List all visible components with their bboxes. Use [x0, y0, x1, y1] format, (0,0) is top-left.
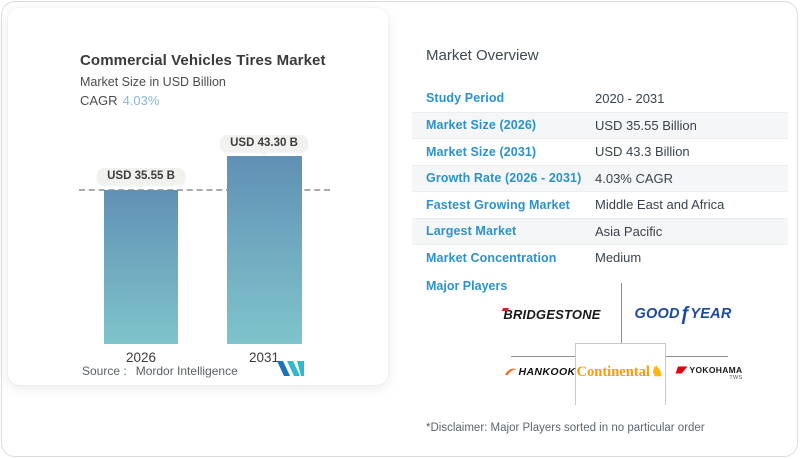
yokohama-logo: YOKOHAMA TWS: [675, 365, 743, 381]
bar-label-2026: USD 35.55 B: [97, 168, 185, 189]
goodyear-wingfoot-icon: ƒ: [679, 304, 691, 325]
row-label: Market Size (2031): [426, 144, 537, 159]
source-attribution: Source : Mordor Intelligence: [82, 364, 238, 378]
cagr-value: 4.03%: [122, 93, 160, 108]
table-row: Growth Rate (2026 - 2031) 4.03% CAGR: [412, 164, 788, 191]
table-row: Study Period 2020 - 2031: [412, 85, 788, 112]
cagr-label: CAGR: [80, 93, 118, 108]
bar-2026: [104, 190, 178, 344]
chart-title: Commercial Vehicles Tires Market: [80, 52, 326, 69]
hankook-logo: HANKOOK: [504, 366, 575, 378]
x-tick-2026: 2026: [125, 350, 157, 365]
row-value: USD 35.55 Billion: [595, 117, 697, 133]
table-row: Market Size (2031) USD 43.3 Billion: [412, 138, 788, 165]
x-tick-2031: 2031: [248, 350, 280, 365]
row-label: Growth Rate (2026 - 2031): [426, 171, 582, 186]
row-label: Market Concentration: [426, 250, 557, 265]
chart-subtitle: Market Size in USD Billion: [80, 75, 226, 89]
row-label: Study Period: [426, 91, 505, 106]
overview-table: Study Period 2020 - 2031 Market Size (202…: [412, 85, 788, 271]
table-row: Market Size (2026) USD 35.55 Billion: [412, 111, 788, 138]
source-label: Source :: [82, 364, 127, 378]
bar-label-2031: USD 43.30 B: [220, 135, 308, 156]
bar-2031: [227, 156, 302, 344]
players-tree-vertical-line: [621, 283, 622, 343]
major-players-label: Major Players: [426, 279, 508, 293]
row-value: USD 43.3 Billion: [595, 144, 690, 160]
row-value: 4.03% CAGR: [595, 170, 674, 186]
hankook-wing-icon: [504, 368, 517, 376]
reference-dashed-line: [79, 189, 330, 191]
continental-logo: Continental♞: [576, 364, 664, 380]
mordor-intelligence-logo-icon: [277, 359, 304, 381]
row-value: Middle East and Africa: [595, 197, 725, 213]
row-value: Medium: [595, 250, 642, 266]
bar-chart: USD 35.55 B USD 43.30 B 2026 2031: [79, 131, 330, 371]
row-label: Fastest Growing Market: [426, 197, 570, 212]
yokohama-sub-text: TWS: [729, 375, 743, 381]
continental-logo-box: [575, 343, 666, 405]
source-value: Mordor Intelligence: [135, 364, 238, 378]
disclaimer-text: *Disclaimer: Major Players sorted in no …: [426, 422, 705, 434]
row-label: Largest Market: [426, 224, 517, 239]
overview-heading: Market Overview: [426, 47, 539, 64]
table-row: Largest Market Asia Pacific: [412, 217, 788, 244]
goodyear-logo: GOODƒYEAR: [634, 304, 732, 325]
yokohama-flag-icon: [675, 366, 688, 374]
row-value: Asia Pacific: [595, 223, 663, 239]
chart-card: Commercial Vehicles Tires Market Market …: [8, 8, 388, 385]
bridgestone-logo: BRIDGESTONE: [501, 307, 601, 322]
row-label: Market Size (2026): [426, 118, 537, 133]
continental-horse-icon: ♞: [650, 365, 664, 380]
table-row: Market Concentration Medium: [412, 244, 788, 271]
table-row: Fastest Growing Market Middle East and Af…: [412, 191, 788, 218]
cagr-line: CAGR 4.03%: [80, 93, 159, 108]
row-value: 2020 - 2031: [595, 90, 665, 106]
